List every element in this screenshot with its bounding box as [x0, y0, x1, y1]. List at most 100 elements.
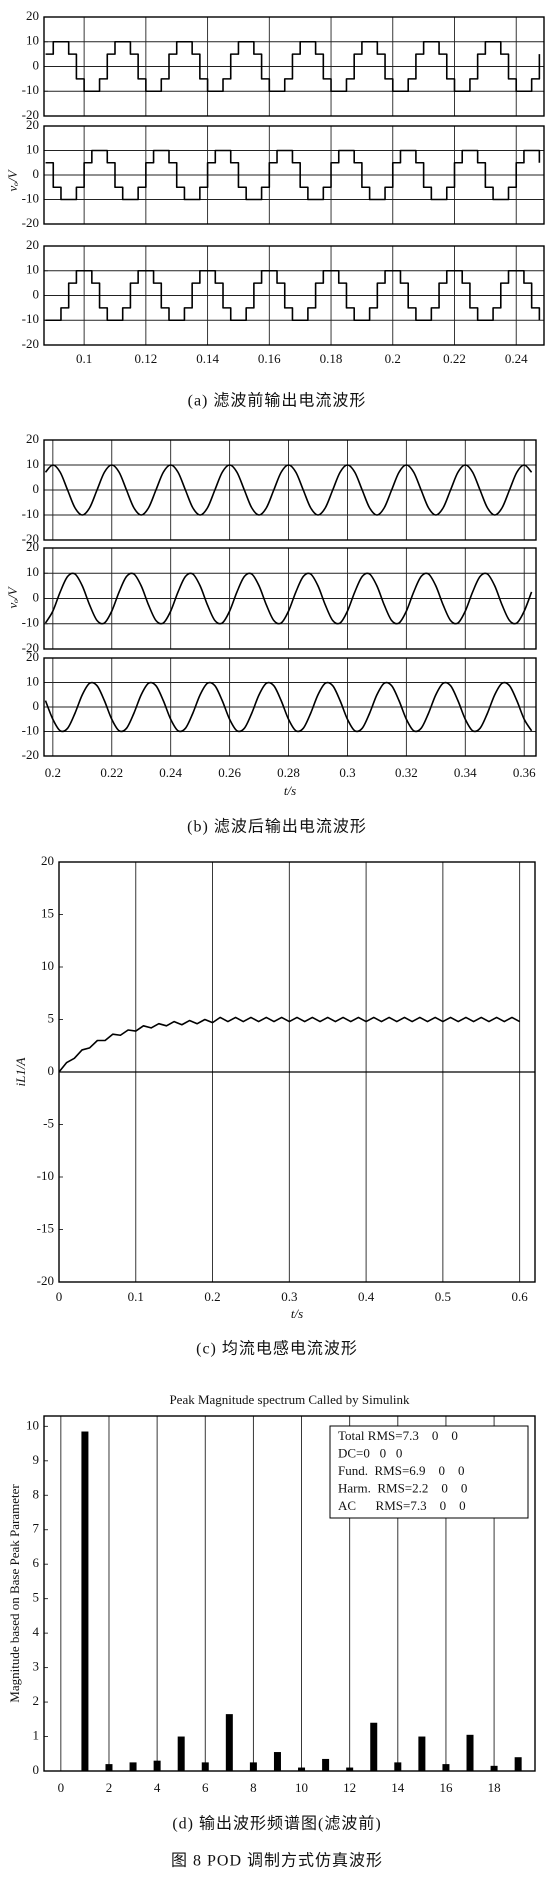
x-tick-label: 0.14: [196, 351, 219, 366]
bar: [346, 1767, 354, 1771]
y-tick-label: 10: [26, 564, 39, 579]
y-tick-label: 20: [41, 853, 54, 868]
y-tick-label: 20: [26, 117, 39, 132]
y-tick-label: 10: [26, 33, 39, 48]
bar: [201, 1762, 209, 1771]
legend-text: AC RMS=7.3 0 0: [338, 1498, 466, 1513]
legend-text: Harm. RMS=2.2 0 0: [338, 1480, 467, 1495]
x-tick-label: 0.22: [443, 351, 466, 366]
x-tick-label: 0.1: [76, 351, 92, 366]
bar: [514, 1757, 522, 1771]
bar: [466, 1734, 474, 1771]
y-tick-label: 0: [33, 286, 40, 301]
y-tick-label: 10: [26, 141, 39, 156]
x-tick-label: 14: [391, 1780, 405, 1795]
bar: [322, 1758, 330, 1771]
y-tick-label: -20: [22, 640, 39, 655]
bar: [370, 1722, 378, 1771]
x-tick-label: 0.6: [512, 1289, 529, 1304]
waveform: [45, 269, 541, 322]
x-tick-label: 2: [106, 1780, 113, 1795]
x-tick-label: 18: [488, 1780, 501, 1795]
waveform: [45, 149, 541, 201]
y-tick-label: 10: [26, 673, 39, 688]
bar: [418, 1736, 426, 1771]
x-tick-label: 0.36: [513, 765, 536, 780]
x-tick-label: 0.2: [385, 351, 401, 366]
y-axis-label: vₒ/V: [5, 168, 20, 191]
figure-caption: 图 8 POD 调制方式仿真波形: [171, 1852, 383, 1870]
y-tick-label: 8: [33, 1486, 40, 1501]
caption: (d) 输出波形频谱图(滤波前): [172, 1815, 381, 1833]
legend-text: Total RMS=7.3 0 0: [338, 1428, 458, 1443]
y-tick-label: 20: [26, 237, 39, 252]
caption: (a) 滤波前输出电流波形: [188, 392, 367, 410]
y-tick-label: 5: [33, 1590, 40, 1605]
y-tick-label: 4: [33, 1624, 40, 1639]
y-tick-label: 10: [26, 456, 39, 471]
x-tick-label: 0: [56, 1289, 63, 1304]
waveform: [58, 1016, 521, 1073]
plot-frame: [43, 16, 545, 117]
y-tick-label: 10: [26, 1417, 39, 1432]
x-tick-label: 0.34: [454, 765, 477, 780]
x-tick-label: 0.28: [277, 765, 300, 780]
bar: [153, 1760, 161, 1771]
plot-frame: [43, 439, 537, 541]
y-tick-label: 0: [33, 57, 40, 72]
y-tick-label: -10: [22, 311, 39, 326]
x-tick-label: 0.1: [128, 1289, 144, 1304]
y-tick-label: 20: [26, 431, 39, 446]
x-axis-label: t/s: [284, 783, 296, 798]
plot-frame: [43, 547, 537, 650]
y-tick-label: 3: [33, 1659, 40, 1674]
y-tick-label: -10: [22, 190, 39, 205]
y-tick-label: 0: [48, 1063, 55, 1078]
y-tick-label: 0: [33, 166, 40, 181]
y-tick-label: -10: [22, 506, 39, 521]
bar: [105, 1764, 113, 1771]
x-tick-label: 0.12: [134, 351, 157, 366]
x-tick-label: 0.22: [100, 765, 123, 780]
x-tick-label: 0.18: [320, 351, 343, 366]
x-tick-label: 0.24: [505, 351, 528, 366]
caption: (c) 均流电感电流波形: [196, 1340, 358, 1358]
y-tick-label: -20: [22, 531, 39, 546]
y-tick-label: 20: [26, 539, 39, 554]
waveform: [45, 40, 541, 93]
y-tick-label: 9: [33, 1452, 40, 1467]
legend-text: Fund. RMS=6.9 0 0: [338, 1463, 465, 1478]
y-axis-label: iL1/A: [13, 1057, 28, 1086]
x-axis-label: t/s: [291, 1306, 303, 1321]
x-tick-label: 0.32: [395, 765, 418, 780]
legend-text: DC=0 0 0: [338, 1445, 402, 1460]
y-tick-label: 20: [26, 8, 39, 23]
bar: [177, 1736, 185, 1771]
bar: [225, 1714, 233, 1771]
y-tick-label: 10: [41, 958, 54, 973]
y-tick-label: -5: [43, 1115, 54, 1130]
y-tick-label: 2: [33, 1693, 40, 1708]
waveform: [44, 464, 533, 516]
x-tick-label: 0.3: [281, 1289, 297, 1304]
y-tick-label: -20: [22, 747, 39, 762]
y-tick-label: 7: [33, 1521, 40, 1536]
x-tick-label: 0.24: [159, 765, 182, 780]
x-tick-label: 0.26: [218, 765, 241, 780]
waveform: [44, 572, 533, 625]
y-tick-label: 15: [41, 905, 54, 920]
x-tick-label: 0: [58, 1780, 65, 1795]
y-tick-label: 0: [33, 1762, 40, 1777]
bar: [129, 1762, 137, 1771]
y-tick-label: 0: [33, 481, 40, 496]
x-tick-label: 0.16: [258, 351, 281, 366]
y-tick-label: 0: [33, 698, 40, 713]
y-tick-label: 5: [48, 1010, 55, 1025]
caption: (b) 滤波后输出电流波形: [187, 818, 367, 836]
y-axis-label: Magnitude based on Base Peak Parameter: [7, 1484, 22, 1703]
y-tick-label: 0: [33, 589, 40, 604]
x-tick-label: 12: [343, 1780, 356, 1795]
y-axis-label: vₒ/V: [5, 585, 20, 608]
bar: [490, 1765, 498, 1771]
x-tick-label: 0.5: [435, 1289, 451, 1304]
